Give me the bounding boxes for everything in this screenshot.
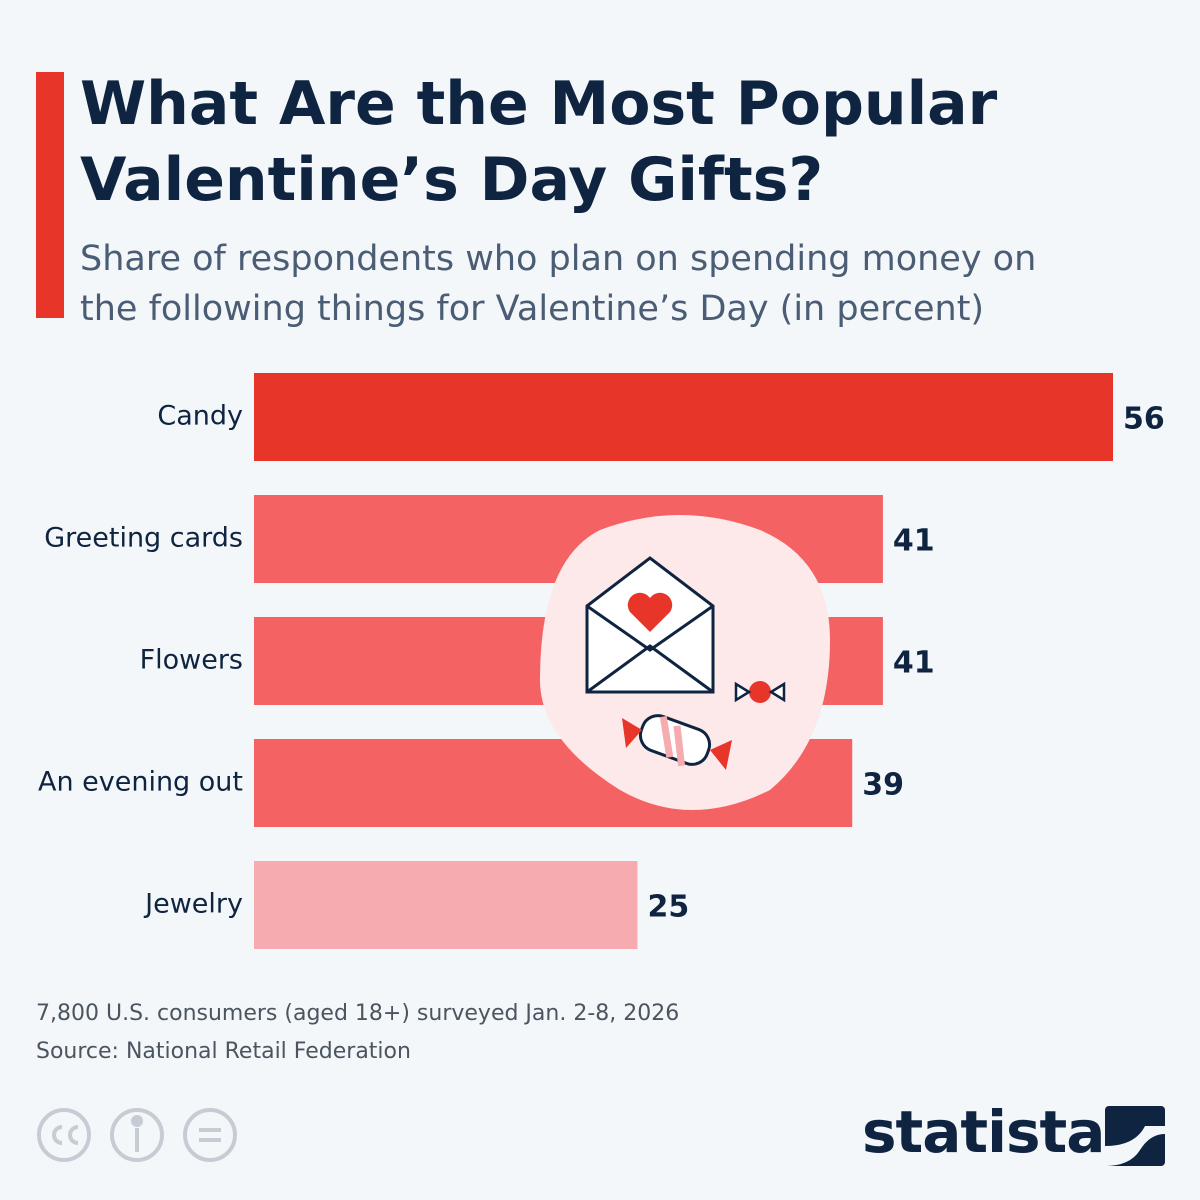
bar [254, 373, 1113, 461]
value-label: 56 [1123, 402, 1165, 437]
license-icons [37, 1108, 237, 1162]
category-label: Candy [157, 401, 243, 432]
illustration [540, 515, 830, 810]
value-label: 41 [893, 646, 935, 681]
category-label: An evening out [38, 767, 243, 798]
value-label: 25 [647, 890, 689, 925]
source: Source: National Retail Federation [36, 1039, 411, 1064]
value-label: 39 [862, 768, 904, 803]
note: 7,800 U.S. consumers (aged 18+) surveyed… [36, 1001, 680, 1026]
brand-icon [1105, 1106, 1165, 1166]
brand-logo: statista [862, 1098, 1105, 1166]
chart-subtitle: Share of respondents who plan on spendin… [80, 239, 1037, 329]
bar [254, 861, 638, 949]
value-label: 41 [893, 524, 935, 559]
accent-bar [36, 72, 64, 318]
category-label: Greeting cards [44, 523, 243, 554]
chart-title: What Are the Most Popular Valentine’s Da… [80, 69, 998, 215]
category-label: Jewelry [143, 889, 243, 920]
category-label: Flowers [140, 645, 243, 676]
